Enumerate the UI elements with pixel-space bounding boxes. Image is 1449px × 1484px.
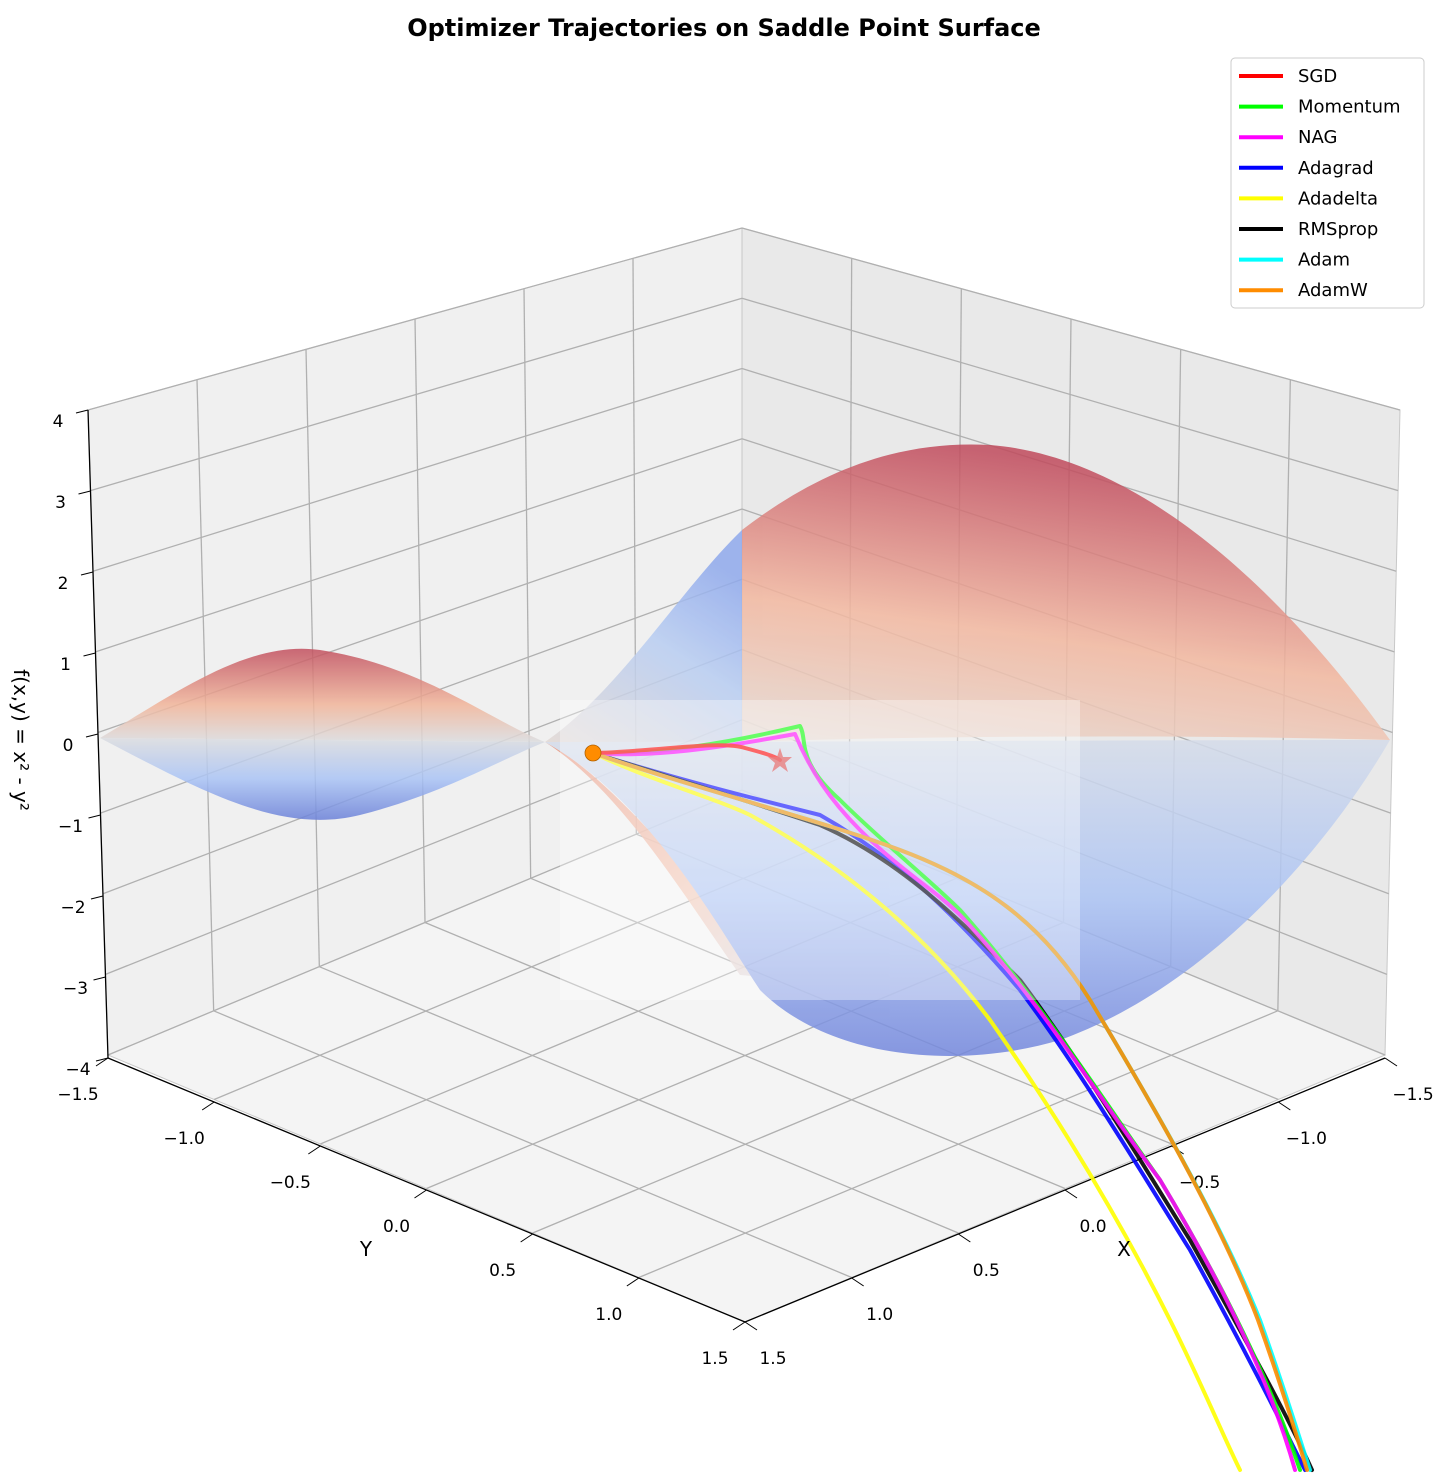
legend-item-adamw: AdamW <box>1239 280 1368 301</box>
y-tick-mark <box>414 1189 427 1199</box>
legend-label: Adam <box>1298 250 1350 271</box>
legend-label: RMSprop <box>1298 219 1378 240</box>
x-tick-label: −1.0 <box>1286 1129 1327 1149</box>
y-tick-mark <box>95 1057 109 1067</box>
z-tick-label: −2 <box>60 898 85 918</box>
grid-line <box>90 297 743 492</box>
trajectory-nag <box>591 732 1297 1472</box>
y-tick-label: 1.0 <box>595 1305 622 1325</box>
z-tick-label: −4 <box>65 1060 90 1080</box>
y-tick-mark <box>520 1233 533 1243</box>
z-tick-label: 2 <box>58 574 69 594</box>
surface-overlay <box>560 700 1080 1000</box>
y-tick-mark <box>626 1277 640 1287</box>
grid-line <box>107 789 743 1056</box>
trajectory-sgd <box>591 743 782 762</box>
legend-label: Momentum <box>1298 97 1401 118</box>
legend-item-momentum: Momentum <box>1239 97 1401 118</box>
z-tick-mark <box>93 976 106 981</box>
legend-item-rmsprop: RMSprop <box>1239 219 1378 240</box>
legend-item-sgd: SGD <box>1239 66 1337 87</box>
legend-label: NAG <box>1298 127 1337 148</box>
y-tick-label: 0.0 <box>383 1217 410 1237</box>
y-tick-mark <box>201 1101 215 1111</box>
y-tick-mark <box>732 1321 746 1331</box>
chart-title: Optimizer Trajectories on Saddle Point S… <box>407 14 1041 42</box>
z-tick-label: −3 <box>63 979 88 999</box>
legend-label: Adagrad <box>1298 158 1374 179</box>
surface-left-blue <box>100 738 545 820</box>
x-tick-label: 1.0 <box>866 1305 893 1325</box>
legend-item-nag: NAG <box>1239 127 1337 148</box>
end-star-marker <box>768 748 792 772</box>
x-tick-label: −0.5 <box>1179 1173 1220 1193</box>
z-tick-label: 0 <box>63 736 74 756</box>
x-tick-label: 1.5 <box>759 1349 786 1369</box>
y-axis-label: Y <box>359 1237 373 1261</box>
z-tick-mark <box>80 571 94 576</box>
legend: SGD Momentum NAG Adagrad Adadelta RMSprop Adam… <box>1230 57 1425 309</box>
z-axis-label: f(x,y) = x² - y² <box>9 669 33 811</box>
x-tick-mark <box>1278 1101 1291 1111</box>
y-tick-label: 0.5 <box>489 1261 516 1281</box>
y-tick-label: −1.5 <box>57 1085 98 1105</box>
z-tick-label: −1 <box>58 817 83 837</box>
y-tick-label: 1.5 <box>701 1349 728 1369</box>
z-tick-mark <box>83 652 96 657</box>
y-tick-mark <box>308 1145 321 1155</box>
legend-item-adagrad: Adagrad <box>1239 158 1374 179</box>
surface-left-red <box>100 648 545 742</box>
trajectories <box>560 700 1314 1472</box>
z-tick-label: 4 <box>53 412 64 432</box>
legend-label: AdamW <box>1298 280 1368 301</box>
trajectory-adamw <box>591 751 1309 1472</box>
trajectory-adagrad <box>591 751 1307 1472</box>
x-tick-mark <box>744 1321 758 1331</box>
z-tick-mark <box>95 1057 109 1062</box>
surface-right-red <box>742 444 1390 742</box>
grid-line <box>92 367 743 572</box>
legend-box <box>1230 57 1425 309</box>
grid-line <box>95 438 743 653</box>
trajectory-adadelta <box>591 751 1242 1472</box>
surface-back-blue <box>545 530 742 742</box>
z-tick-label: 1 <box>60 655 71 675</box>
y-tick-label: −0.5 <box>270 1173 311 1193</box>
surface-front-red <box>545 742 800 980</box>
z-tick-mark <box>88 814 101 819</box>
grid-line <box>741 297 1399 492</box>
x-tick-label: 0.0 <box>1079 1217 1106 1237</box>
legend-item-adam: Adam <box>1239 250 1350 271</box>
legend-label: Adadelta <box>1298 188 1378 209</box>
z-tick-mark <box>90 895 104 900</box>
x-axis-label: X <box>1117 1237 1131 1261</box>
grid-line <box>741 227 1401 411</box>
x-tick-label: 0.5 <box>973 1261 1000 1281</box>
x-tick-mark <box>851 1277 864 1287</box>
z-tick-label: 3 <box>55 493 66 513</box>
z-tick-mark <box>75 409 89 414</box>
grid-line <box>638 1010 1279 1279</box>
x-tick-mark <box>958 1233 971 1243</box>
y-tick-label: −1.0 <box>164 1129 205 1149</box>
x-tick-mark <box>1064 1189 1078 1199</box>
x-tick-label: −1.5 <box>1392 1085 1433 1105</box>
x-tick-mark <box>1384 1057 1398 1067</box>
legend-item-adadelta: Adadelta <box>1239 188 1378 209</box>
grid-line <box>87 227 743 411</box>
z-tick-mark <box>78 490 91 495</box>
start-point-marker <box>584 744 602 762</box>
legend-label: SGD <box>1298 66 1337 87</box>
z-tick-mark <box>85 733 99 738</box>
